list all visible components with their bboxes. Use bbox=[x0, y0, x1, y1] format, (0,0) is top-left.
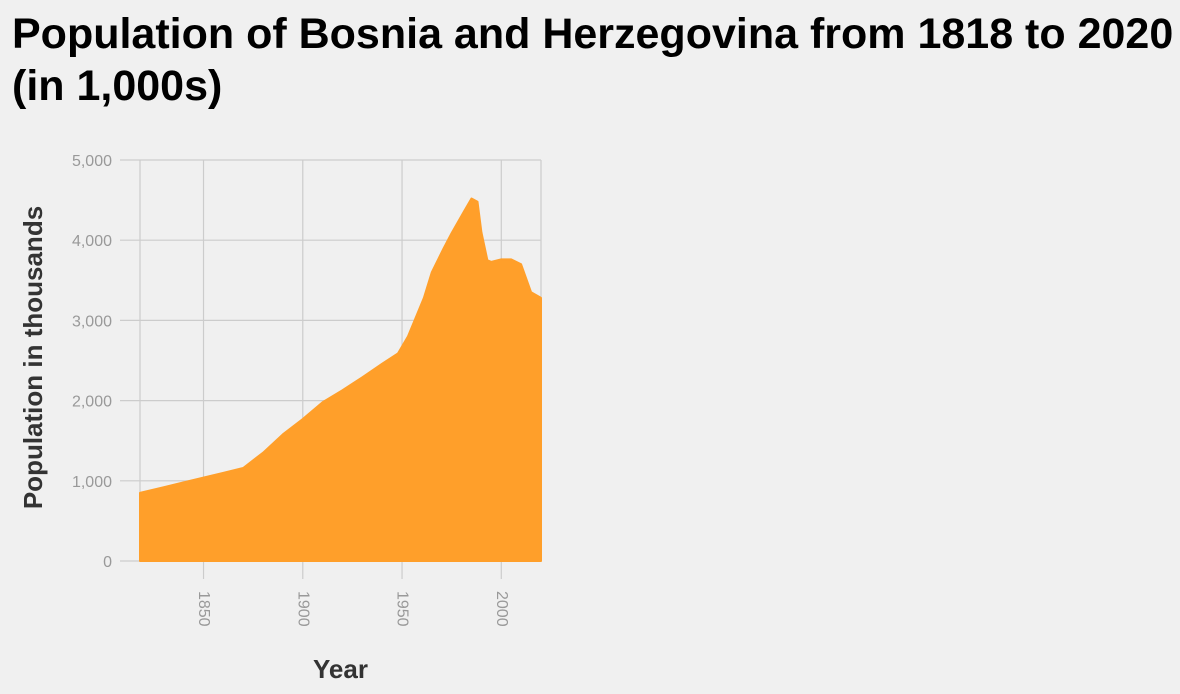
area-layer bbox=[139, 197, 542, 562]
y-tick-label-3: 3,000 bbox=[72, 313, 112, 330]
x-tick-label-1: 1900 bbox=[294, 591, 311, 627]
y-tick-label-0: 0 bbox=[103, 554, 112, 571]
x-tick-label-0: 1850 bbox=[195, 591, 212, 627]
population-area bbox=[139, 197, 542, 562]
y-tick-label-5: 5,000 bbox=[72, 153, 112, 170]
x-tick-labels: 1850 1900 1950 2000 bbox=[195, 591, 510, 627]
y-axis-label: Population in thousands bbox=[18, 206, 48, 509]
y-tick-labels: 0 1,000 2,000 3,000 4,000 5,000 bbox=[72, 153, 112, 571]
x-axis-label: Year bbox=[313, 654, 368, 684]
y-tick-label-2: 2,000 bbox=[72, 394, 112, 411]
tick-marks bbox=[120, 159, 502, 579]
chart-title: Population of Bosnia and Herzegovina fro… bbox=[12, 10, 1174, 110]
x-tick-label-2: 1950 bbox=[394, 591, 411, 627]
y-tick-label-1: 1,000 bbox=[72, 474, 112, 491]
y-tick-label-4: 4,000 bbox=[72, 233, 112, 250]
x-tick-label-3: 2000 bbox=[493, 591, 510, 627]
